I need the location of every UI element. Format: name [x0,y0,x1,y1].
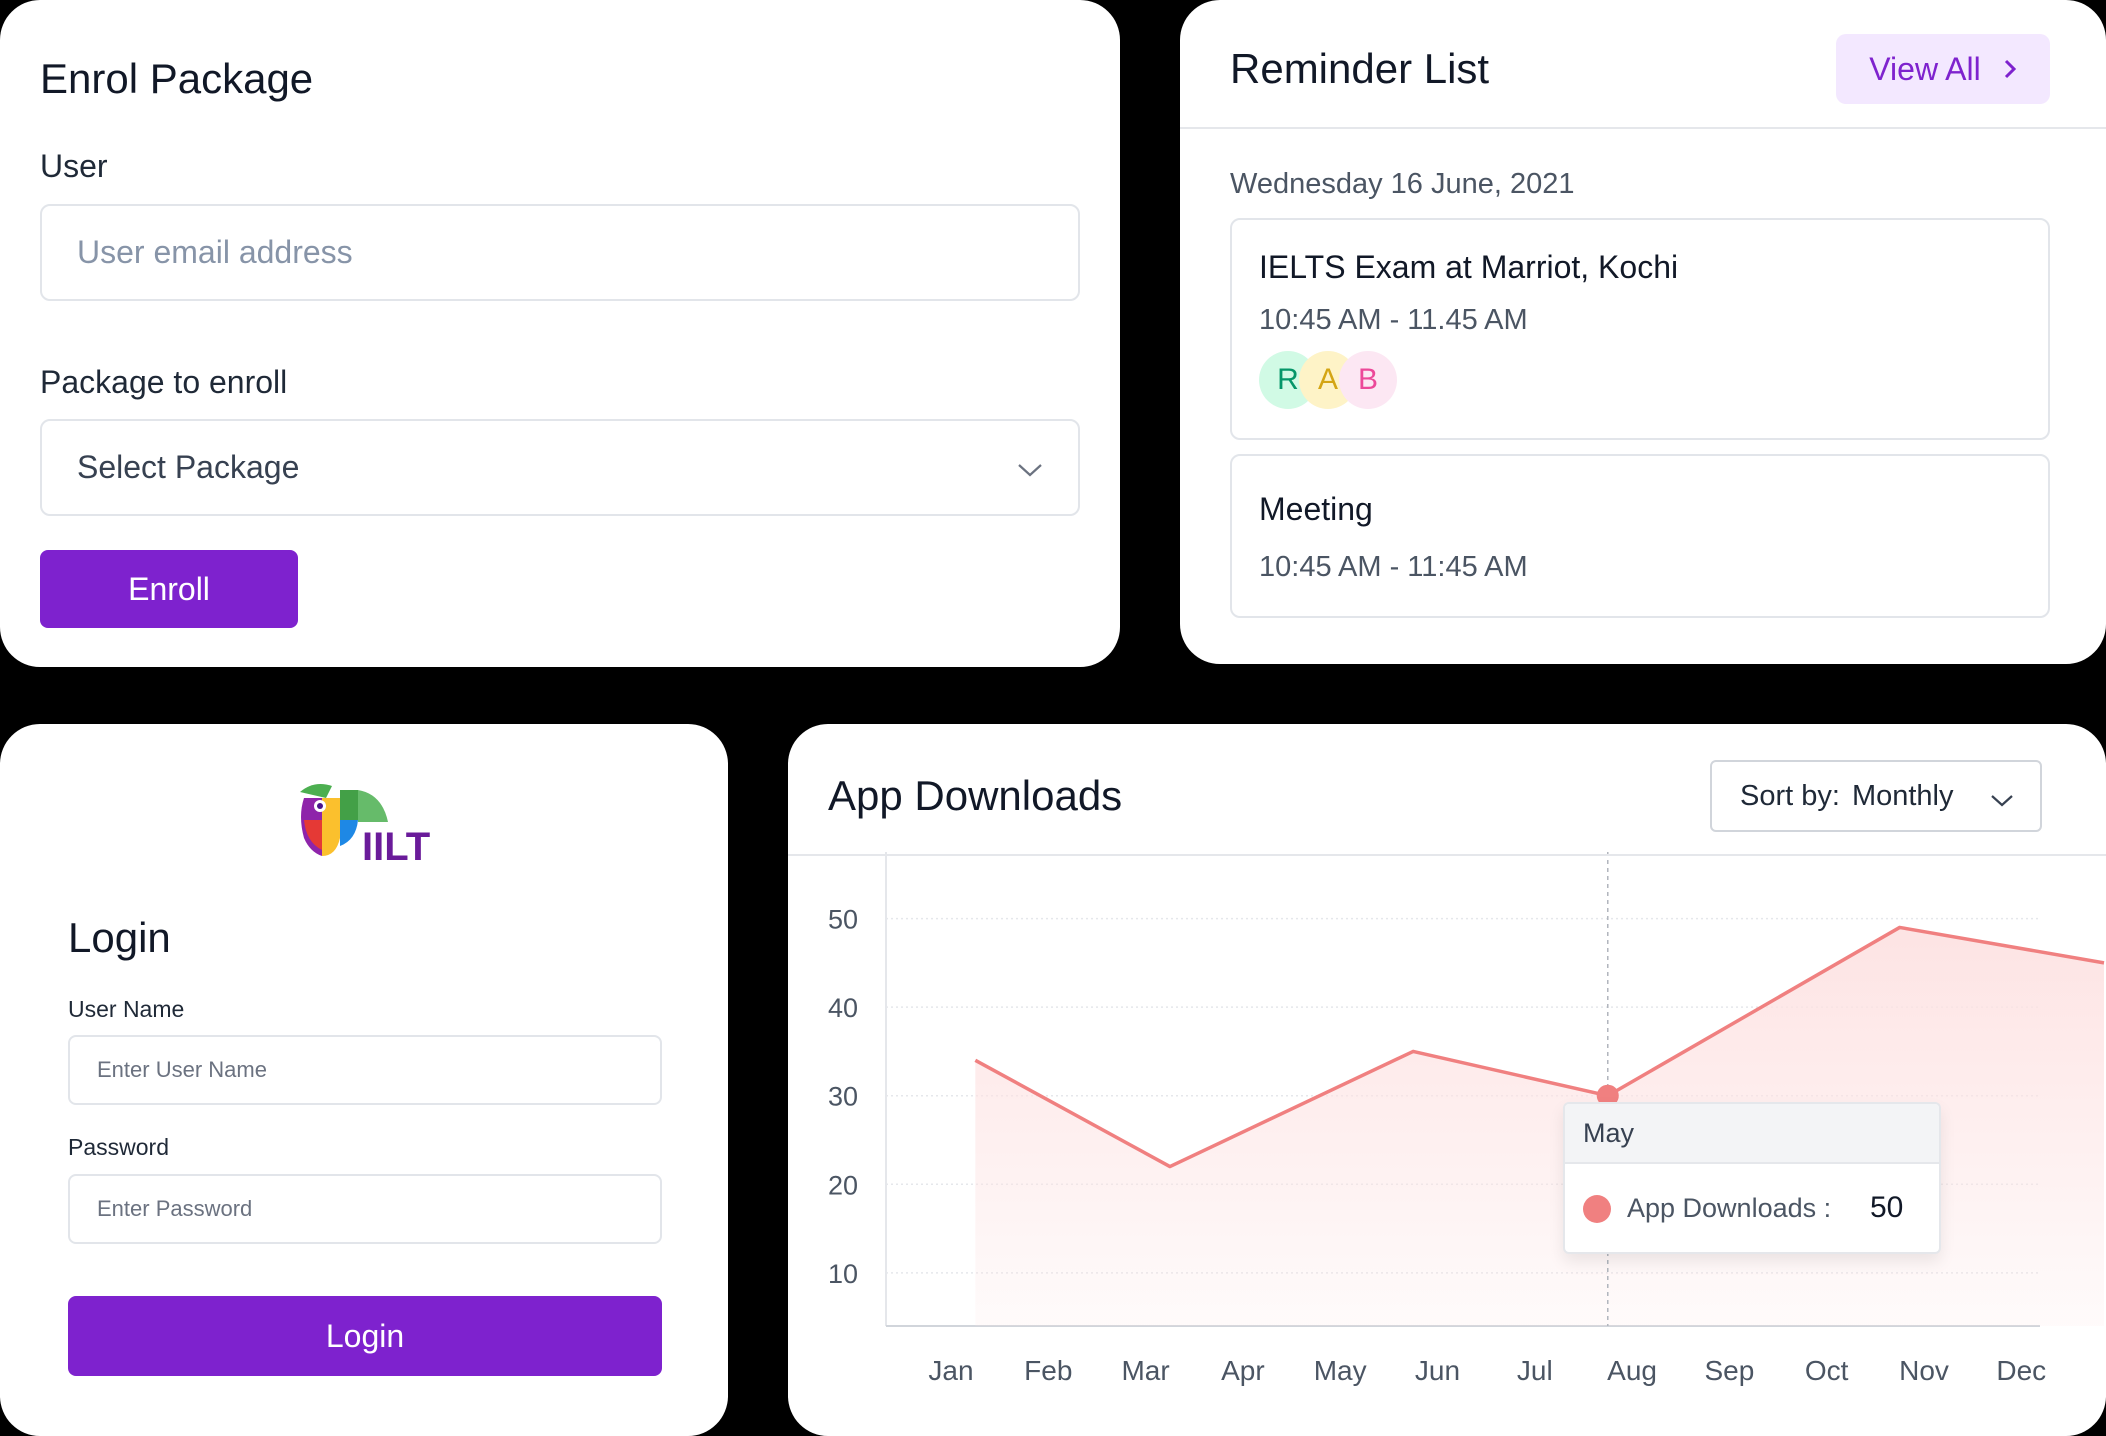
sort-by-dropdown[interactable]: Sort by: Monthly [1710,760,2042,832]
reminder-title: Reminder List [1230,45,1490,92]
x-tick-label: Jan [928,1355,973,1386]
sort-value: Monthly [1851,779,1954,812]
event-time: 10:45 AM - 11:45 AM [1259,551,1528,583]
app-downloads-card: 50 40 30 20 10 Jan Feb Mar Apr May Jun Jul Aug Sep Oct… [788,724,2106,1436]
series-color-dot [1583,1195,1611,1223]
user-label: User [40,148,108,184]
tooltip-month: May [1565,1104,1939,1164]
username-label: User Name [68,996,185,1022]
y-tick-label: 10 [828,1259,858,1289]
chevron-right-icon [2003,51,2017,88]
reminder-list-card: Reminder List View All Wednesday 16 June… [1180,0,2106,664]
package-label: Package to enroll [40,364,288,400]
iilt-logo: IILT [296,780,436,869]
user-email-placeholder: User email address [77,234,353,270]
y-tick-label: 50 [828,905,858,935]
tooltip-value: 50 [1870,1191,1904,1224]
avatar: B [1339,351,1397,409]
attendee-avatars: R A B [1259,351,1399,409]
enroll-button[interactable]: Enroll [40,550,298,628]
header-divider [788,854,2106,856]
username-input[interactable]: Enter User Name [68,1035,662,1105]
x-tick-label: Jun [1415,1355,1460,1386]
event-title: IELTS Exam at Marriot, Kochi [1259,249,1679,285]
reminder-item[interactable]: IELTS Exam at Marriot, Kochi 10:45 AM - … [1230,218,2050,440]
chart-tooltip: May App Downloads : 50 [1563,1102,1941,1254]
x-tick-label: May [1314,1355,1367,1386]
login-card: IILT Login User Name Enter User Name Pas… [0,724,728,1436]
view-all-button[interactable]: View All [1836,34,2050,104]
x-tick-label: Dec [1996,1355,2046,1386]
event-title: Meeting [1259,491,1373,527]
y-tick-label: 30 [828,1082,858,1112]
event-time: 10:45 AM - 11.45 AM [1259,304,1528,336]
x-tick-label: Jul [1517,1355,1553,1386]
password-label: Password [68,1134,169,1160]
x-tick-label: Sep [1704,1355,1754,1386]
header-divider [1180,127,2106,129]
enrol-title: Enrol Package [40,55,314,102]
sort-label: Sort by: [1740,779,1840,812]
x-tick-label: Apr [1221,1355,1265,1386]
x-tick-label: Oct [1805,1355,1849,1386]
chevron-down-icon [1017,449,1043,486]
package-select[interactable]: Select Package [40,419,1080,516]
tooltip-series-label: App Downloads : [1627,1193,1832,1223]
x-tick-label: Aug [1607,1355,1657,1386]
chevron-down-icon [1990,784,2014,817]
downloads-title: App Downloads [828,772,1123,819]
username-placeholder: Enter User Name [97,1057,267,1082]
y-tick-label: 40 [828,993,858,1023]
view-all-label: View All [1869,50,1981,87]
login-button[interactable]: Login [68,1296,662,1376]
package-select-value: Select Package [77,449,300,485]
user-email-input[interactable]: User email address [40,204,1080,301]
reminder-date: Wednesday 16 June, 2021 [1230,168,1575,200]
x-tick-label: Nov [1899,1355,1949,1386]
enrol-package-card: Enrol Package User User email address Pa… [0,0,1120,667]
series-line [974,925,2105,1169]
highlight-point [1596,1084,1619,1107]
logo-text: IILT [362,825,430,862]
password-placeholder: Enter Password [97,1196,253,1221]
login-title: Login [68,914,171,961]
x-tick-label: Mar [1121,1355,1169,1386]
x-tick-label: Feb [1024,1355,1072,1386]
password-input[interactable]: Enter Password [68,1174,662,1244]
reminder-item[interactable]: Meeting 10:45 AM - 11:45 AM [1230,454,2050,618]
y-tick-label: 20 [828,1170,858,1200]
